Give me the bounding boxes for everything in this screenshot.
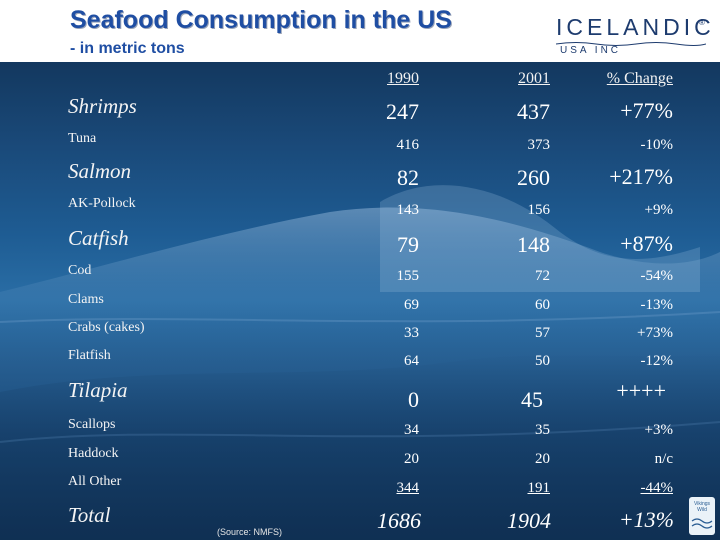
row-value-2001: 50: [535, 353, 550, 369]
row-value-2001: 57: [535, 325, 550, 341]
row-name: Salmon: [68, 159, 131, 183]
row-value-2001: 156: [527, 202, 551, 218]
logo-wave-icon: [556, 42, 706, 46]
row-value-2001: 373: [527, 137, 551, 153]
slide-header: Seafood Consumption in the US - in metri…: [0, 0, 720, 62]
row-name: Catfish: [68, 226, 129, 250]
row-value-change: +217%: [609, 164, 673, 189]
column-header-2001: 2001: [518, 70, 550, 87]
row-value-1990: 79: [397, 232, 419, 257]
slide-subtitle: - in metric tons: [70, 40, 185, 57]
total-value-2001: 1904: [507, 508, 551, 533]
source-note: (Source: NMFS): [217, 527, 283, 537]
ocean-wave-background: [0, 62, 720, 540]
row-value-change: +77%: [620, 98, 673, 123]
row-name: Haddock: [68, 446, 119, 461]
logo-subtitle: USA INC: [560, 45, 622, 56]
total-value-change: +13%: [618, 507, 674, 532]
total-value-1990: 1686: [377, 508, 421, 533]
logo-name: ICELANDIC: [556, 14, 715, 40]
row-value-change: n/c: [654, 451, 673, 467]
row-value-1990: 143: [396, 202, 420, 218]
row-value-change: -10%: [640, 137, 674, 153]
row-value-change: +87%: [620, 231, 673, 256]
column-header-1990: 1990: [387, 70, 419, 87]
slide-title: Seafood Consumption in the US: [70, 6, 452, 34]
row-name: Cod: [68, 263, 92, 278]
row-name: Scallops: [68, 417, 116, 432]
row-value-change: +73%: [637, 325, 673, 341]
row-value-2001: 260: [517, 165, 550, 190]
badge-line-1: Vikings: [693, 501, 711, 507]
row-value-change: -12%: [640, 353, 674, 369]
row-value-change: +9%: [644, 202, 673, 218]
row-name: Crabs (cakes): [68, 320, 145, 335]
row-name: Tuna: [68, 131, 97, 146]
row-value-change: -44%: [640, 480, 674, 496]
row-value-1990: 0: [408, 387, 419, 412]
row-name: Clams: [68, 292, 104, 307]
row-value-1990: 69: [404, 297, 419, 313]
row-value-2001: 20: [535, 451, 550, 467]
row-name: AK-Pollock: [68, 196, 136, 211]
row-value-2001: 437: [517, 99, 550, 124]
row-value-change: ++++: [616, 378, 666, 403]
row-value-change: +3%: [644, 422, 673, 438]
row-value-1990: 64: [404, 353, 419, 369]
row-value-2001: 60: [535, 297, 550, 313]
row-value-1990: 34: [404, 422, 419, 438]
row-value-change: -13%: [640, 297, 674, 313]
row-value-1990: 82: [397, 165, 419, 190]
row-value-1990: 247: [386, 99, 419, 124]
total-row-name: Total: [68, 503, 111, 527]
row-value-2001: 72: [535, 268, 550, 284]
vikings-badge-icon: Vikings Wild: [689, 497, 715, 535]
row-value-2001: 191: [527, 480, 551, 496]
icelandic-logo: ICELANDIC ® USA INC: [556, 14, 711, 60]
row-name: Flatfish: [68, 348, 111, 363]
badge-wave-icon: [691, 518, 713, 529]
row-value-change: -54%: [640, 268, 674, 284]
logo-trademark: ®: [699, 18, 705, 27]
row-value-1990: 155: [396, 268, 420, 284]
row-name: Shrimps: [68, 94, 137, 118]
row-value-1990: 33: [404, 325, 419, 341]
row-name: Tilapia: [68, 378, 128, 402]
wave-image: [0, 185, 720, 540]
row-value-1990: 20: [404, 451, 419, 467]
badge-line-2: Wild: [697, 506, 707, 513]
column-header-change: % Change: [606, 70, 673, 87]
row-value-2001: 148: [517, 232, 550, 257]
row-value-2001: 45: [521, 387, 543, 412]
row-value-1990: 416: [396, 137, 420, 153]
row-value-2001: 35: [535, 422, 550, 438]
row-value-1990: 344: [396, 480, 420, 496]
row-name: All Other: [68, 474, 122, 489]
